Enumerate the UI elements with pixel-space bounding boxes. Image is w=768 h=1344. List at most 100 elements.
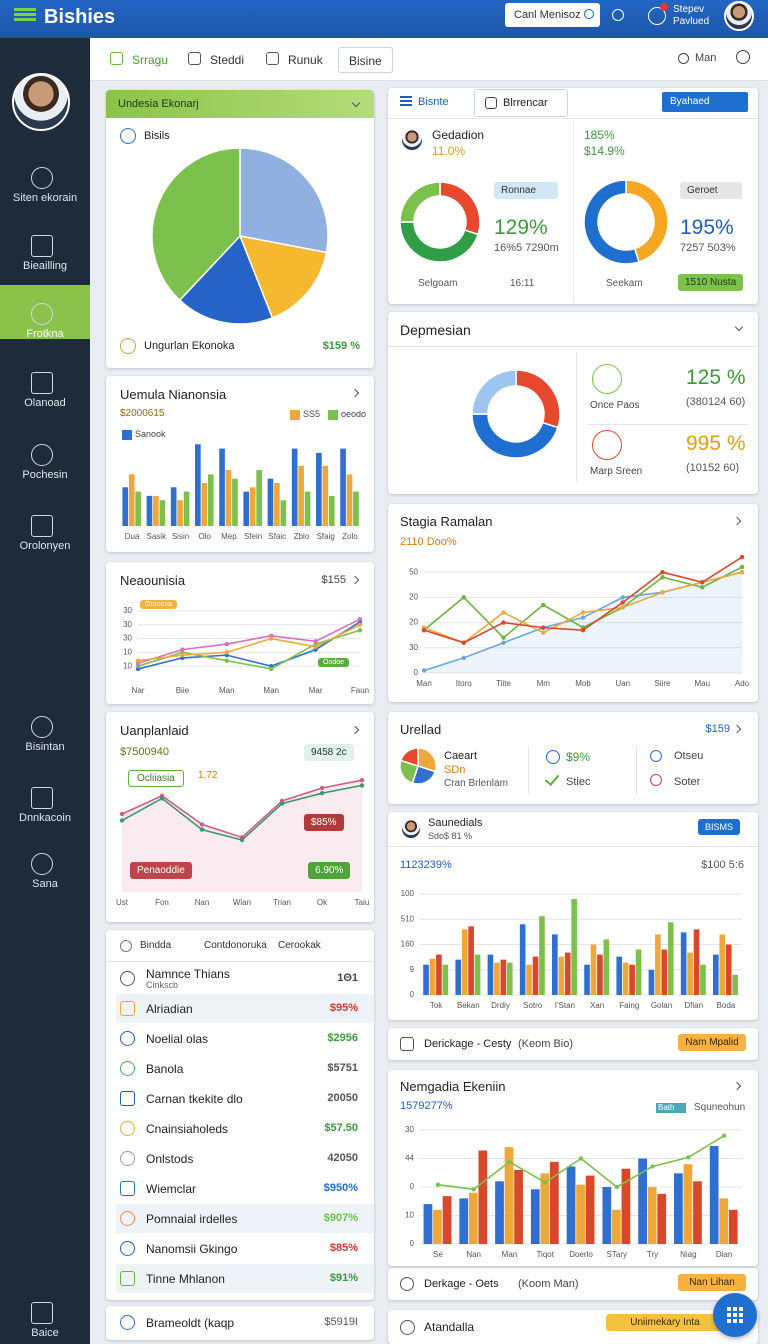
fab-dot — [739, 1319, 743, 1323]
bar — [680, 932, 687, 995]
bar — [219, 448, 225, 526]
nav-item[interactable]: Dnnkacoin — [19, 812, 71, 824]
name: Caeart — [444, 750, 478, 762]
card: Stagia Ramalan 2110 Doo% 0 30 20 20 50 Man Itoro… — [388, 504, 758, 702]
y-tick-label: 20 — [409, 592, 418, 601]
x-tick-label: Ust — [116, 898, 129, 907]
divider — [576, 352, 577, 482]
nav-item[interactable]: Sana — [32, 878, 58, 890]
bar — [423, 964, 429, 995]
select[interactable]: Byahaed — [662, 92, 748, 112]
bar — [429, 958, 436, 995]
bar — [195, 444, 201, 526]
bar — [657, 1193, 667, 1244]
row-name[interactable]: Wiemclar — [146, 1182, 196, 1196]
row-name: Brameoldt (kaqp — [146, 1316, 235, 1330]
bar — [647, 1187, 657, 1244]
row-name[interactable]: Onlstods — [146, 1152, 194, 1166]
row-name[interactable]: Alriadian — [146, 1002, 193, 1016]
card-value: $159 — [705, 723, 730, 735]
bar — [635, 949, 642, 995]
point — [686, 1155, 691, 1160]
search-box[interactable]: Canl Menisoz — [505, 3, 600, 27]
divider — [106, 961, 374, 962]
menu-icon — [400, 104, 412, 106]
row-name[interactable]: Namnce Thians — [146, 967, 230, 981]
fab-dot — [727, 1319, 731, 1323]
point — [507, 1159, 512, 1165]
point — [357, 622, 363, 627]
x-tick-label: Se — [433, 1250, 443, 1259]
point — [119, 818, 125, 823]
row-name[interactable]: Noelial olas — [146, 1032, 209, 1046]
bar — [719, 934, 726, 995]
bar — [504, 1147, 514, 1244]
card: Depmesian Once Paos 125 % (380124 60) Marp S… — [388, 312, 758, 494]
row-value: $85% — [329, 1242, 358, 1254]
tab[interactable]: Steddi — [184, 47, 254, 71]
bar — [291, 448, 298, 526]
avatar — [400, 128, 424, 152]
card-value: $155 — [321, 574, 346, 586]
bar — [274, 483, 280, 526]
icon — [650, 774, 662, 786]
nav-item[interactable]: Siten ekorain — [12, 192, 78, 204]
point — [357, 628, 363, 633]
y-tick-label: 510 — [401, 914, 415, 923]
nav-item[interactable]: Pochesin — [22, 469, 68, 481]
point — [501, 640, 506, 645]
point — [359, 778, 365, 783]
x-tick-label: Sfein — [244, 532, 262, 541]
nav-item[interactable]: Baice — [31, 1327, 59, 1339]
bar — [602, 1187, 612, 1244]
bar — [683, 1164, 693, 1244]
bar — [122, 487, 129, 526]
icon — [120, 1315, 135, 1330]
row-name[interactable]: Banola — [146, 1062, 184, 1076]
button[interactable]: Blrrencar — [474, 89, 568, 117]
bar — [693, 929, 700, 995]
badge-value: 1,72 — [198, 770, 218, 781]
bar — [455, 959, 462, 995]
row-name[interactable]: Nanomsii Gkingo — [146, 1242, 238, 1256]
nav-item[interactable]: Bieailling — [22, 260, 68, 272]
x-tick-label: Golan — [651, 1001, 672, 1010]
slice — [471, 369, 517, 415]
nav-item[interactable]: Frotkna — [26, 328, 64, 340]
card-title: Stagia Ramalan — [400, 514, 493, 529]
row-name[interactable]: Tinne Mhlanon — [146, 1272, 225, 1286]
point — [180, 647, 185, 652]
x-tick-label: Tiqot — [536, 1250, 554, 1259]
point — [357, 617, 363, 622]
fab[interactable] — [713, 1293, 757, 1337]
bar — [304, 491, 311, 526]
tab[interactable]: Bisine — [338, 47, 393, 73]
menu-icon[interactable] — [14, 18, 36, 21]
row-name[interactable]: Pomnaial irdelles — [146, 1212, 238, 1226]
bar — [207, 474, 214, 526]
card-title: Neaounisia — [120, 573, 186, 588]
nav-item[interactable]: Bisintan — [25, 741, 65, 753]
menu-icon[interactable] — [14, 13, 36, 16]
menu-icon[interactable] — [14, 8, 36, 11]
card: Uanplanlaid $7500940 9458 2c Ust Fon Nan Wian T… — [106, 712, 374, 922]
nav-item[interactable]: Olanoad — [24, 397, 66, 409]
row-name[interactable]: Carnan tkekite dlo — [146, 1092, 243, 1106]
bar — [648, 969, 655, 995]
nav-link[interactable]: Bisnte — [418, 96, 449, 108]
nav-item[interactable]: Orolonyen — [19, 540, 71, 552]
tab[interactable]: Runuk — [262, 47, 333, 71]
bar — [487, 954, 494, 995]
label: Penaoddie — [130, 862, 192, 879]
row-name[interactable]: Cnainsiaholeds — [146, 1122, 229, 1136]
footer-value: $159 % — [322, 340, 360, 352]
chevron[interactable] — [732, 724, 742, 734]
divider — [528, 746, 529, 794]
bar — [603, 939, 610, 995]
icon — [120, 1211, 135, 1226]
tab[interactable]: Srragu — [106, 47, 178, 71]
bar — [128, 474, 135, 526]
icon — [592, 430, 622, 460]
legend-label: Bath — [658, 1103, 675, 1112]
x-tick-label: Tiite — [496, 679, 511, 688]
